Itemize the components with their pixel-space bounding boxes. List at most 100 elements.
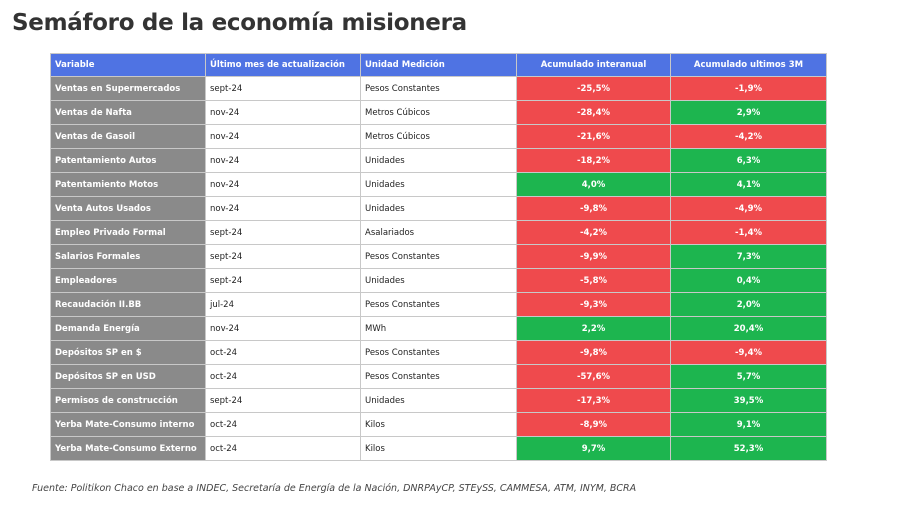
table-row: Depósitos SP en USD oct-24 Pesos Constante… — [50, 364, 827, 389]
table-row: Demanda Energía nov-24 MWh 2,2% 20,4% — [50, 316, 827, 341]
value-cell: -4,9% — [670, 196, 827, 221]
value-cell: 4,0% — [516, 172, 671, 197]
text-cell: oct-24 — [205, 412, 361, 437]
text-cell: nov-24 — [205, 172, 361, 197]
table-row: Yerba Mate-Consumo interno oct-24 Kilos -8,… — [50, 412, 827, 437]
value-cell: -9,3% — [516, 292, 671, 317]
text-cell: sept-24 — [205, 244, 361, 269]
variable-cell: Ventas de Gasoil — [50, 124, 206, 149]
variable-cell: Patentamiento Motos — [50, 172, 206, 197]
value-cell: 6,3% — [670, 148, 827, 173]
table-row: Empleo Privado Formal sept-24 Asalariados -… — [50, 220, 827, 245]
value-cell: -4,2% — [516, 220, 671, 245]
title: Semáforo de la economía misionera — [12, 10, 467, 36]
variable-cell: Empleo Privado Formal — [50, 220, 206, 245]
text-cell: jul-24 — [205, 292, 361, 317]
value-cell: -28,4% — [516, 100, 671, 125]
value-cell: -25,5% — [516, 76, 671, 101]
value-cell: 52,3% — [670, 436, 827, 461]
variable-cell: Empleadores — [50, 268, 206, 293]
header-row: Variable Último mes de actualización Unida… — [50, 53, 827, 77]
table-row: Permisos de construcción sept-24 Unidades -… — [50, 388, 827, 413]
source-note: Fuente: Politikon Chaco en base a INDEC,… — [32, 483, 637, 494]
table-row: Patentamiento Autos nov-24 Unidades -18,2% 6… — [50, 148, 827, 173]
variable-cell: Patentamiento Autos — [50, 148, 206, 173]
value-cell: -1,4% — [670, 220, 827, 245]
text-cell: Unidades — [360, 172, 517, 197]
value-cell: -9,8% — [516, 340, 671, 365]
text-cell: Pesos Constantes — [360, 364, 517, 389]
column-header: Acumulado ultimos 3M — [670, 53, 827, 77]
table-row: Empleadores sept-24 Unidades -5,8% 0,4% — [50, 268, 827, 293]
text-cell: Unidades — [360, 196, 517, 221]
value-cell: 9,1% — [670, 412, 827, 437]
variable-cell: Yerba Mate-Consumo interno — [50, 412, 206, 437]
value-cell: 7,3% — [670, 244, 827, 269]
table-body: Ventas en Supermercados sept-24 Pesos Cons… — [50, 76, 827, 461]
text-cell: sept-24 — [205, 76, 361, 101]
text-cell: nov-24 — [205, 124, 361, 149]
value-cell: 20,4% — [670, 316, 827, 341]
column-header: Variable — [50, 53, 206, 77]
text-cell: Unidades — [360, 148, 517, 173]
table-row: Recaudación II.BB jul-24 Pesos Constantes -… — [50, 292, 827, 317]
column-header: Unidad Medición — [360, 53, 517, 77]
value-cell: -4,2% — [670, 124, 827, 149]
variable-cell: Salarios Formales — [50, 244, 206, 269]
value-cell: -21,6% — [516, 124, 671, 149]
text-cell: Kilos — [360, 436, 517, 461]
text-cell: nov-24 — [205, 316, 361, 341]
variable-cell: Ventas de Nafta — [50, 100, 206, 125]
text-cell: Pesos Constantes — [360, 292, 517, 317]
text-cell: Unidades — [360, 268, 517, 293]
text-cell: MWh — [360, 316, 517, 341]
text-cell: oct-24 — [205, 436, 361, 461]
text-cell: Pesos Constantes — [360, 340, 517, 365]
table-row: Patentamiento Motos nov-24 Unidades 4,0% 4,1… — [50, 172, 827, 197]
value-cell: -1,9% — [670, 76, 827, 101]
value-cell: -9,4% — [670, 340, 827, 365]
value-cell: 2,2% — [516, 316, 671, 341]
text-cell: sept-24 — [205, 268, 361, 293]
value-cell: 4,1% — [670, 172, 827, 197]
text-cell: oct-24 — [205, 364, 361, 389]
value-cell: -5,8% — [516, 268, 671, 293]
value-cell: -9,8% — [516, 196, 671, 221]
text-cell: nov-24 — [205, 100, 361, 125]
variable-cell: Depósitos SP en USD — [50, 364, 206, 389]
variable-cell: Permisos de construcción — [50, 388, 206, 413]
indicator-table: Variable Último mes de actualización Unida… — [50, 53, 827, 461]
table-row: Yerba Mate-Consumo Externo oct-24 Kilos 9,7… — [50, 436, 827, 461]
text-cell: oct-24 — [205, 340, 361, 365]
value-cell: 39,5% — [670, 388, 827, 413]
text-cell: sept-24 — [205, 220, 361, 245]
value-cell: -18,2% — [516, 148, 671, 173]
variable-cell: Recaudación II.BB — [50, 292, 206, 317]
text-cell: nov-24 — [205, 196, 361, 221]
text-cell: Pesos Constantes — [360, 76, 517, 101]
table-row: Ventas de Nafta nov-24 Metros Cúbicos -28,4… — [50, 100, 827, 125]
table-row: Depósitos SP en $ oct-24 Pesos Constantes -… — [50, 340, 827, 365]
table-row: Venta Autos Usados nov-24 Unidades -9,8% -4,… — [50, 196, 827, 221]
text-cell: sept-24 — [205, 388, 361, 413]
variable-cell: Demanda Energía — [50, 316, 206, 341]
variable-cell: Venta Autos Usados — [50, 196, 206, 221]
table-row: Salarios Formales sept-24 Pesos Constantes… — [50, 244, 827, 269]
text-cell: Metros Cúbicos — [360, 124, 517, 149]
value-cell: 5,7% — [670, 364, 827, 389]
value-cell: -57,6% — [516, 364, 671, 389]
text-cell: Metros Cúbicos — [360, 100, 517, 125]
text-cell: Pesos Constantes — [360, 244, 517, 269]
value-cell: -9,9% — [516, 244, 671, 269]
column-header: Último mes de actualización — [205, 53, 361, 77]
table-row: Ventas de Gasoil nov-24 Metros Cúbicos -21,… — [50, 124, 827, 149]
value-cell: 0,4% — [670, 268, 827, 293]
value-cell: -17,3% — [516, 388, 671, 413]
value-cell: -8,9% — [516, 412, 671, 437]
text-cell: Kilos — [360, 412, 517, 437]
variable-cell: Depósitos SP en $ — [50, 340, 206, 365]
variable-cell: Ventas en Supermercados — [50, 76, 206, 101]
text-cell: nov-24 — [205, 148, 361, 173]
table-row: Ventas en Supermercados sept-24 Pesos Cons… — [50, 76, 827, 101]
